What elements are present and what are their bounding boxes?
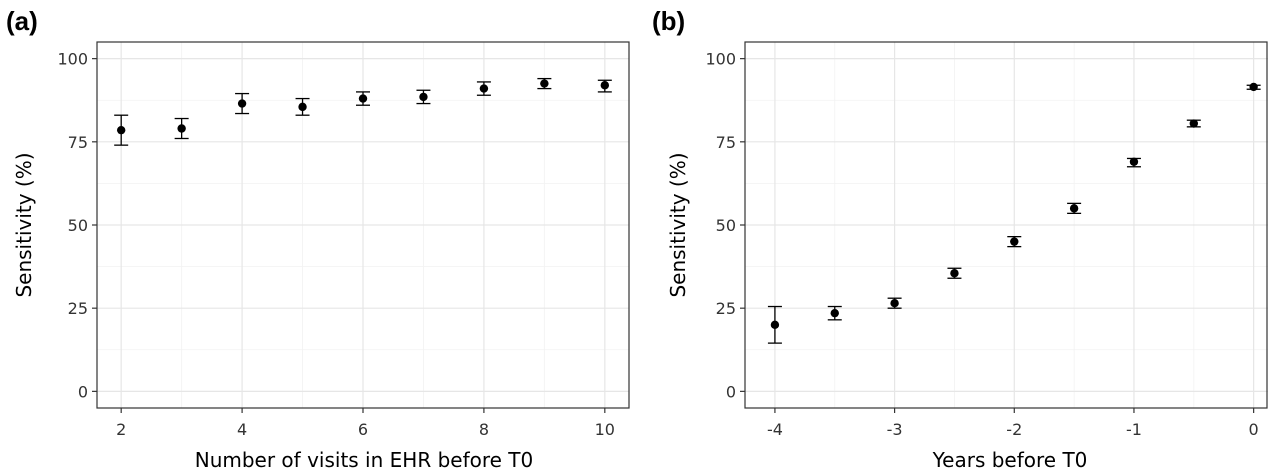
data-point bbox=[419, 92, 428, 102]
data-point bbox=[1069, 204, 1079, 213]
data-point-group bbox=[597, 79, 612, 93]
x-tick-label: 4 bbox=[237, 420, 247, 439]
data-point-group bbox=[114, 114, 129, 146]
panel-b-grid bbox=[745, 42, 1268, 408]
x-tick-label: 0 bbox=[1249, 420, 1259, 439]
y-tick-label: 0 bbox=[726, 382, 736, 401]
data-point-group bbox=[1007, 235, 1022, 248]
data-point bbox=[237, 99, 247, 108]
data-point bbox=[177, 124, 186, 133]
panel-b-y-axis-title: Sensitivity (%) bbox=[666, 152, 690, 297]
data-point bbox=[298, 102, 307, 112]
data-point bbox=[358, 94, 368, 103]
x-tick-label: -3 bbox=[887, 420, 903, 439]
data-point-group bbox=[416, 89, 431, 105]
panel-a-label: (a) bbox=[6, 6, 38, 36]
data-point bbox=[540, 79, 549, 88]
data-point-group bbox=[1186, 119, 1201, 128]
data-point-group bbox=[887, 297, 902, 309]
data-point bbox=[830, 308, 839, 318]
data-point bbox=[479, 84, 489, 93]
y-tick-label: 50 bbox=[716, 216, 736, 235]
x-tick-label: 2 bbox=[116, 420, 126, 439]
data-point-group bbox=[476, 81, 491, 96]
x-tick-label: 8 bbox=[479, 420, 489, 439]
data-point bbox=[950, 269, 959, 278]
x-tick-label: 10 bbox=[595, 420, 615, 439]
panel-a: (a) 0 25 50 75 100 2 4 6 8 10 Number of visits i… bbox=[6, 6, 630, 472]
data-point-group bbox=[947, 267, 962, 279]
data-point bbox=[1129, 157, 1139, 166]
data-point bbox=[1010, 237, 1019, 246]
data-point-group bbox=[537, 77, 552, 90]
data-point bbox=[1249, 82, 1258, 92]
data-point-group bbox=[1246, 82, 1261, 92]
panel-b-y-axis: 0 25 50 75 100 bbox=[705, 50, 745, 401]
data-point bbox=[770, 320, 780, 330]
data-point bbox=[600, 81, 610, 90]
panel-b-x-axis: -4 -3 -2 -1 0 bbox=[767, 408, 1259, 439]
data-point-group bbox=[235, 92, 250, 115]
panel-a-y-axis: 0 25 50 75 100 bbox=[57, 50, 97, 401]
panel-b-series bbox=[767, 82, 1261, 344]
x-tick-label: 6 bbox=[358, 420, 368, 439]
data-point bbox=[890, 298, 899, 308]
y-tick-label: 0 bbox=[78, 382, 88, 401]
data-point-group bbox=[827, 305, 842, 321]
data-point-group bbox=[295, 97, 310, 116]
x-tick-label: -2 bbox=[1006, 420, 1022, 439]
data-point-group bbox=[767, 305, 782, 344]
data-point bbox=[1189, 119, 1198, 128]
y-tick-label: 75 bbox=[716, 133, 736, 152]
data-point-group bbox=[1126, 157, 1141, 168]
panel-a-x-axis-title: Number of visits in EHR before T0 bbox=[195, 448, 534, 472]
x-tick-label: -1 bbox=[1126, 420, 1142, 439]
data-point-group bbox=[174, 117, 189, 140]
panel-b-x-axis-title: Years before T0 bbox=[932, 448, 1088, 472]
data-point bbox=[116, 125, 126, 135]
panel-a-series bbox=[114, 77, 612, 146]
data-point-group bbox=[356, 91, 370, 106]
y-tick-label: 25 bbox=[716, 299, 736, 318]
panel-b: (b) 0 25 50 75 100 -4 -3 -2 -1 0 Years before T0… bbox=[652, 6, 1268, 472]
y-tick-label: 50 bbox=[68, 216, 88, 235]
y-tick-label: 100 bbox=[705, 50, 736, 69]
x-tick-label: -4 bbox=[767, 420, 783, 439]
data-point-group bbox=[1067, 202, 1082, 215]
y-tick-label: 100 bbox=[57, 50, 88, 69]
panel-a-x-axis: 2 4 6 8 10 bbox=[116, 408, 615, 439]
y-tick-label: 75 bbox=[68, 133, 88, 152]
panel-b-label: (b) bbox=[652, 6, 685, 36]
panel-a-y-axis-title: Sensitivity (%) bbox=[12, 152, 36, 297]
y-tick-label: 25 bbox=[68, 299, 88, 318]
